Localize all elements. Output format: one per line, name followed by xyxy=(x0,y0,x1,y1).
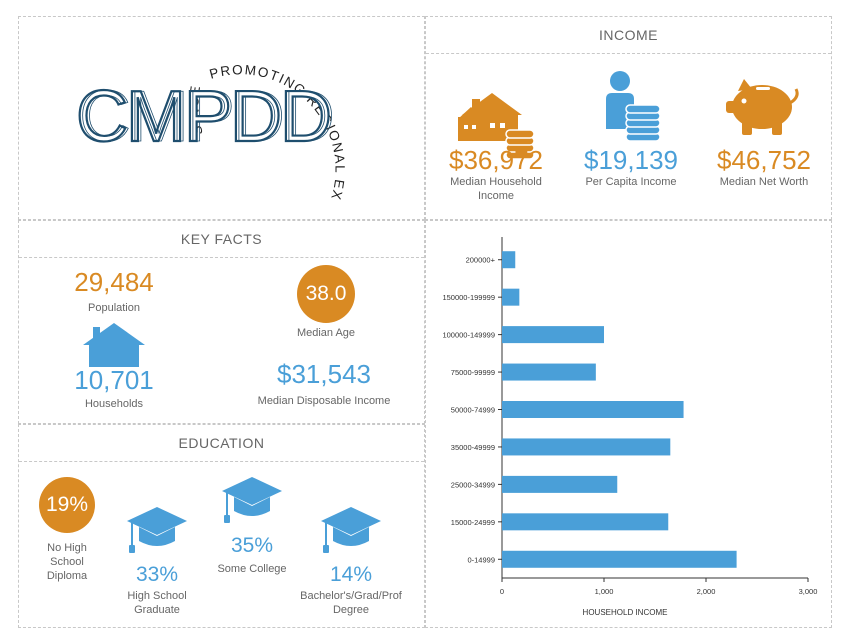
per-capita-income-label: Per Capita Income xyxy=(585,176,677,188)
no-hs-label: No High School Diploma xyxy=(46,542,88,582)
median-household-income-value: $36,972 xyxy=(449,145,543,175)
bar-25000-34999 xyxy=(502,475,618,493)
y-tick-label: 25000-34999 xyxy=(451,480,495,489)
no-hs-circle: 19% xyxy=(39,477,95,533)
cmpdd-logo: PROMOTING REGIONAL EXCELLENCE SINCE 1968… xyxy=(19,17,424,219)
svg-text:CMPDD: CMPDD xyxy=(79,77,333,157)
y-tick-label: 75000-99999 xyxy=(451,368,495,377)
bachelors-value: 14% xyxy=(329,563,373,586)
median-age-value: 38.0 xyxy=(305,282,347,305)
income-panel: INCOME $36,972 Median Household Income xyxy=(425,16,832,220)
piggy-bank-icon xyxy=(726,79,799,135)
median-net-worth-value: $46,752 xyxy=(717,145,811,175)
households-value: 10,701 xyxy=(74,365,154,395)
bar-35000-49999 xyxy=(502,438,671,456)
bar-100000-149999 xyxy=(502,326,604,344)
households-label: Households xyxy=(84,398,144,410)
y-tick-label: 35000-49999 xyxy=(451,443,495,452)
key-facts-header: KEY FACTS xyxy=(19,221,424,258)
education-panel: EDUCATION 19% No High School Diploma 33%… xyxy=(18,424,425,628)
x-tick-label: 1,000 xyxy=(595,587,614,596)
x-tick-label: 2,000 xyxy=(697,587,716,596)
median-age-circle: 38.0 xyxy=(297,265,355,323)
bar-150000-199999 xyxy=(502,288,520,306)
y-tick-label: 15000-24999 xyxy=(451,518,495,527)
no-hs-value: 19% xyxy=(45,493,89,516)
income-header: INCOME xyxy=(426,17,831,54)
some-college-value: 35% xyxy=(230,534,274,557)
y-tick-label: 0-14999 xyxy=(467,555,495,564)
x-axis-label: HOUSEHOLD INCOME xyxy=(583,608,668,617)
bar-0-14999 xyxy=(502,550,737,568)
logo-wordmark: CMPDD xyxy=(76,77,330,157)
per-capita-income-value: $19,139 xyxy=(584,145,678,175)
key-facts-panel: KEY FACTS 29,484 Population 10,701 House… xyxy=(18,220,425,424)
median-age-label: Median Age xyxy=(296,327,356,339)
bachelors-label: Bachelor's/Grad/Prof Degree xyxy=(300,590,402,616)
x-tick-label: 0 xyxy=(500,587,504,596)
y-tick-label: 200000+ xyxy=(466,256,496,265)
bar-200000+ xyxy=(502,251,516,269)
y-tick-label: 100000-149999 xyxy=(442,331,495,340)
some-college-label: Some College xyxy=(217,563,287,575)
median-net-worth-label: Median Net Worth xyxy=(719,176,809,188)
graduation-cap-icon xyxy=(222,477,282,523)
y-tick-label: 50000-74999 xyxy=(451,406,495,415)
house-coins-icon xyxy=(458,93,535,159)
y-tick-label: 150000-199999 xyxy=(442,293,495,302)
graduation-cap-icon xyxy=(127,507,187,553)
disposable-income-value: $31,543 xyxy=(277,359,371,389)
person-coins-icon xyxy=(606,71,661,142)
bar-50000-74999 xyxy=(502,401,684,418)
x-tick-label: 3,000 xyxy=(799,587,818,596)
bar-75000-99999 xyxy=(502,363,596,381)
median-household-income-label: Median Household Income xyxy=(450,176,542,202)
hs-grad-value: 33% xyxy=(135,563,179,586)
chart-panel: 200000+ 150000-199999 100000-149999 75000-9… xyxy=(425,220,832,628)
logo-panel: PROMOTING REGIONAL EXCELLENCE SINCE 1968… xyxy=(18,16,425,220)
graduation-cap-icon xyxy=(321,507,381,553)
hs-grad-label: High School Graduate xyxy=(127,590,187,616)
population-label: Population xyxy=(88,302,140,314)
population-value: 29,484 xyxy=(74,267,154,297)
household-income-chart: 200000+ 150000-199999 100000-149999 75000-9… xyxy=(442,237,818,617)
education-header: EDUCATION xyxy=(19,425,424,462)
bar-15000-24999 xyxy=(502,513,669,531)
disposable-income-label: Median Disposable Income xyxy=(257,395,391,407)
house-icon xyxy=(83,323,145,367)
